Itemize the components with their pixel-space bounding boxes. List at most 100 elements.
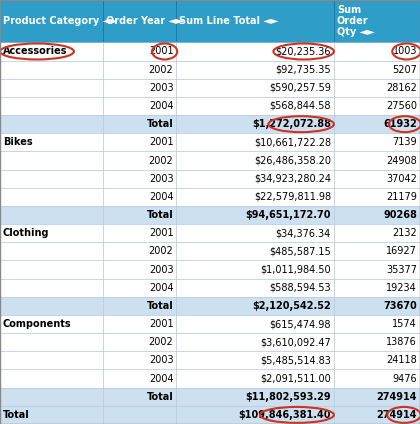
Bar [0,0,103,42]
Text: $568,844.58: $568,844.58 [270,101,331,111]
Bar [103,115,176,133]
Bar [103,61,176,79]
Text: $1,272,072.88: $1,272,072.88 [252,119,331,129]
Bar [0,315,103,333]
Bar [103,297,176,315]
Bar [334,351,420,369]
Bar [0,79,103,97]
Text: 2002: 2002 [149,246,173,257]
Text: 2003: 2003 [149,265,173,275]
Bar [176,406,334,424]
Text: $615,474.98: $615,474.98 [270,319,331,329]
Bar [176,242,334,260]
Bar [176,188,334,206]
Bar [334,115,420,133]
Text: 16927: 16927 [386,246,417,257]
Bar [334,97,420,115]
Bar [334,151,420,170]
Bar [176,188,334,206]
Bar [176,79,334,97]
Bar [103,133,176,151]
Bar [0,406,103,424]
Text: Total: Total [147,119,173,129]
Bar [334,133,420,151]
Bar [103,297,176,315]
Bar [103,170,176,188]
Bar [0,97,103,115]
Text: Clothing: Clothing [3,228,50,238]
Bar [334,206,420,224]
Bar [0,61,103,79]
Bar [0,260,103,279]
Text: $2,120,542.52: $2,120,542.52 [252,301,331,311]
Text: 2001: 2001 [149,137,173,148]
Bar [0,242,103,260]
Bar [176,97,334,115]
Text: 2001: 2001 [149,47,173,56]
Bar [103,242,176,260]
Bar [176,97,334,115]
Text: 21179: 21179 [386,192,417,202]
Bar [176,115,334,133]
Bar [176,351,334,369]
Bar [103,351,176,369]
Bar [176,79,334,97]
Text: 90268: 90268 [383,210,417,220]
Text: 19234: 19234 [386,283,417,293]
Text: 2003: 2003 [149,83,173,93]
Bar [334,388,420,406]
Text: 2132: 2132 [392,228,417,238]
Text: 2004: 2004 [149,101,173,111]
Bar [334,151,420,170]
Bar [334,260,420,279]
Bar [176,42,334,61]
Bar [334,188,420,206]
Bar [0,297,103,315]
Bar [0,224,103,242]
Bar [176,369,334,388]
Bar [334,351,420,369]
Text: $20,235.36: $20,235.36 [276,47,331,56]
Text: 37042: 37042 [386,174,417,184]
Text: 2002: 2002 [149,337,173,347]
Bar [103,224,176,242]
Text: $1,011,984.50: $1,011,984.50 [260,265,331,275]
Bar [334,97,420,115]
Bar [0,333,103,351]
Bar [176,61,334,79]
Bar [0,224,103,242]
Bar [103,42,176,61]
Text: 2001: 2001 [149,319,173,329]
Text: Components: Components [3,319,71,329]
Bar [334,388,420,406]
Text: 9476: 9476 [392,374,417,384]
Bar [176,206,334,224]
Text: 274914: 274914 [377,392,417,402]
Bar [334,133,420,151]
Bar [176,260,334,279]
Bar [334,224,420,242]
Bar [176,0,334,42]
Bar [103,224,176,242]
Text: 1574: 1574 [392,319,417,329]
Bar [103,42,176,61]
Bar [0,351,103,369]
Bar [0,315,103,333]
Bar [176,315,334,333]
Text: Accessories: Accessories [3,47,68,56]
Bar [176,42,334,61]
Text: $92,735.35: $92,735.35 [276,64,331,75]
Bar [103,333,176,351]
Bar [0,115,103,133]
Text: Product Category ◄►: Product Category ◄► [3,16,118,26]
Bar [0,115,103,133]
Text: Order Year ◄►: Order Year ◄► [106,16,184,26]
Bar [334,297,420,315]
Bar [176,0,334,42]
Bar [0,260,103,279]
Bar [103,369,176,388]
Text: $588,594.53: $588,594.53 [269,283,331,293]
Bar [103,206,176,224]
Bar [103,0,176,42]
Bar [176,260,334,279]
